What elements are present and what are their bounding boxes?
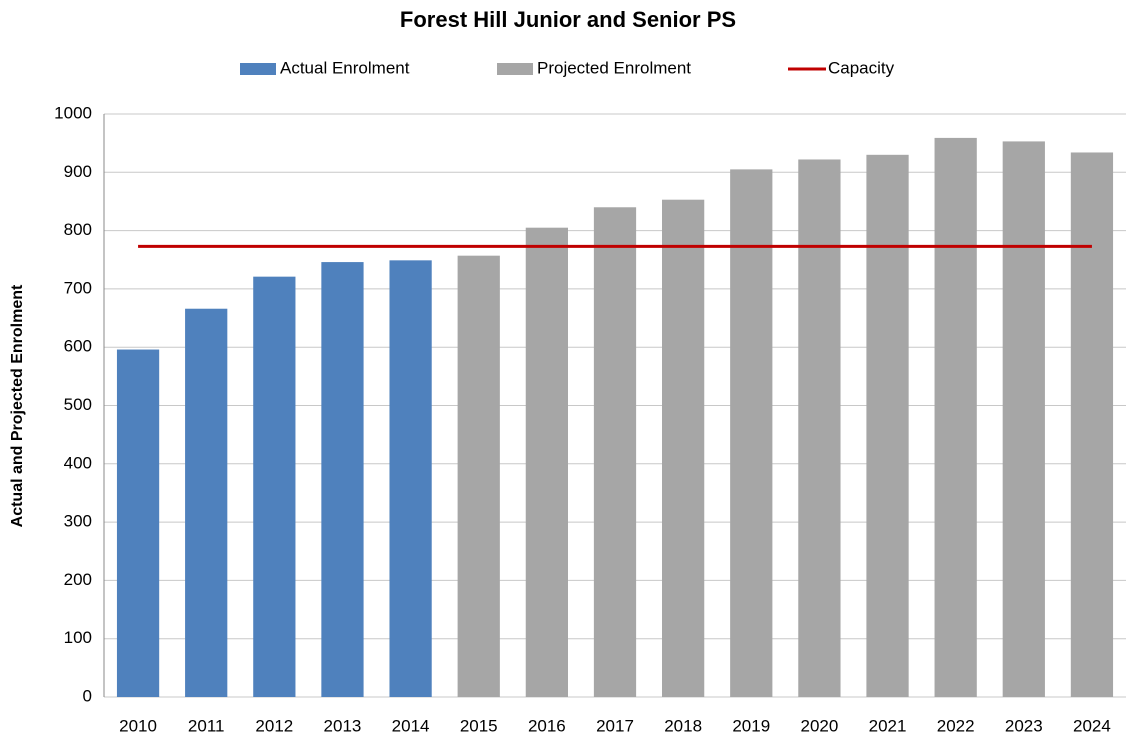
bar xyxy=(798,159,841,697)
bar xyxy=(185,308,228,697)
x-tick-label: 2020 xyxy=(800,716,838,735)
bar xyxy=(1070,152,1114,697)
x-tick-label: 2018 xyxy=(664,716,702,735)
y-tick-label: 300 xyxy=(64,512,92,531)
bar xyxy=(662,199,705,698)
x-tick-label: 2011 xyxy=(188,716,225,735)
bar xyxy=(457,255,500,697)
bar xyxy=(730,169,773,697)
x-tick-label: 2014 xyxy=(392,716,430,735)
bar xyxy=(116,349,160,697)
y-tick-label: 500 xyxy=(64,395,92,414)
x-tick-label: 2021 xyxy=(869,716,907,735)
y-tick-label: 800 xyxy=(64,220,92,239)
bar xyxy=(389,260,432,697)
x-tick-label: 2024 xyxy=(1073,716,1111,735)
x-tick-label: 2016 xyxy=(528,716,566,735)
x-tick-label: 2022 xyxy=(937,716,975,735)
chart-title: Forest Hill Junior and Senior PS xyxy=(400,7,736,32)
legend-label: Actual Enrolment xyxy=(280,58,410,77)
bar xyxy=(593,207,637,697)
x-tick-label: 2023 xyxy=(1005,716,1043,735)
y-tick-label: 400 xyxy=(64,453,92,472)
x-tick-label: 2010 xyxy=(119,716,157,735)
x-tick-label: 2012 xyxy=(255,716,293,735)
y-axis-title: Actual and Projected Enrolment xyxy=(9,284,26,527)
x-tick-label: 2015 xyxy=(460,716,498,735)
bar xyxy=(866,154,909,697)
x-tick-label: 2017 xyxy=(596,716,634,735)
bar xyxy=(934,137,977,697)
legend-swatch xyxy=(240,63,276,75)
bar xyxy=(321,262,364,697)
y-tick-label: 700 xyxy=(64,278,92,297)
bar xyxy=(1002,141,1045,697)
y-tick-label: 100 xyxy=(64,628,92,647)
x-tick-label: 2019 xyxy=(732,716,770,735)
x-tick-label: 2013 xyxy=(324,716,362,735)
y-tick-label: 600 xyxy=(64,337,92,356)
legend-label: Projected Enrolment xyxy=(537,58,691,77)
legend-label: Capacity xyxy=(828,58,895,77)
y-tick-label: 1000 xyxy=(54,103,92,122)
y-tick-label: 900 xyxy=(64,162,92,181)
legend-swatch xyxy=(497,63,533,75)
y-tick-label: 200 xyxy=(64,570,92,589)
bar xyxy=(253,276,296,697)
y-tick-label: 0 xyxy=(83,686,92,705)
bar xyxy=(525,227,568,697)
